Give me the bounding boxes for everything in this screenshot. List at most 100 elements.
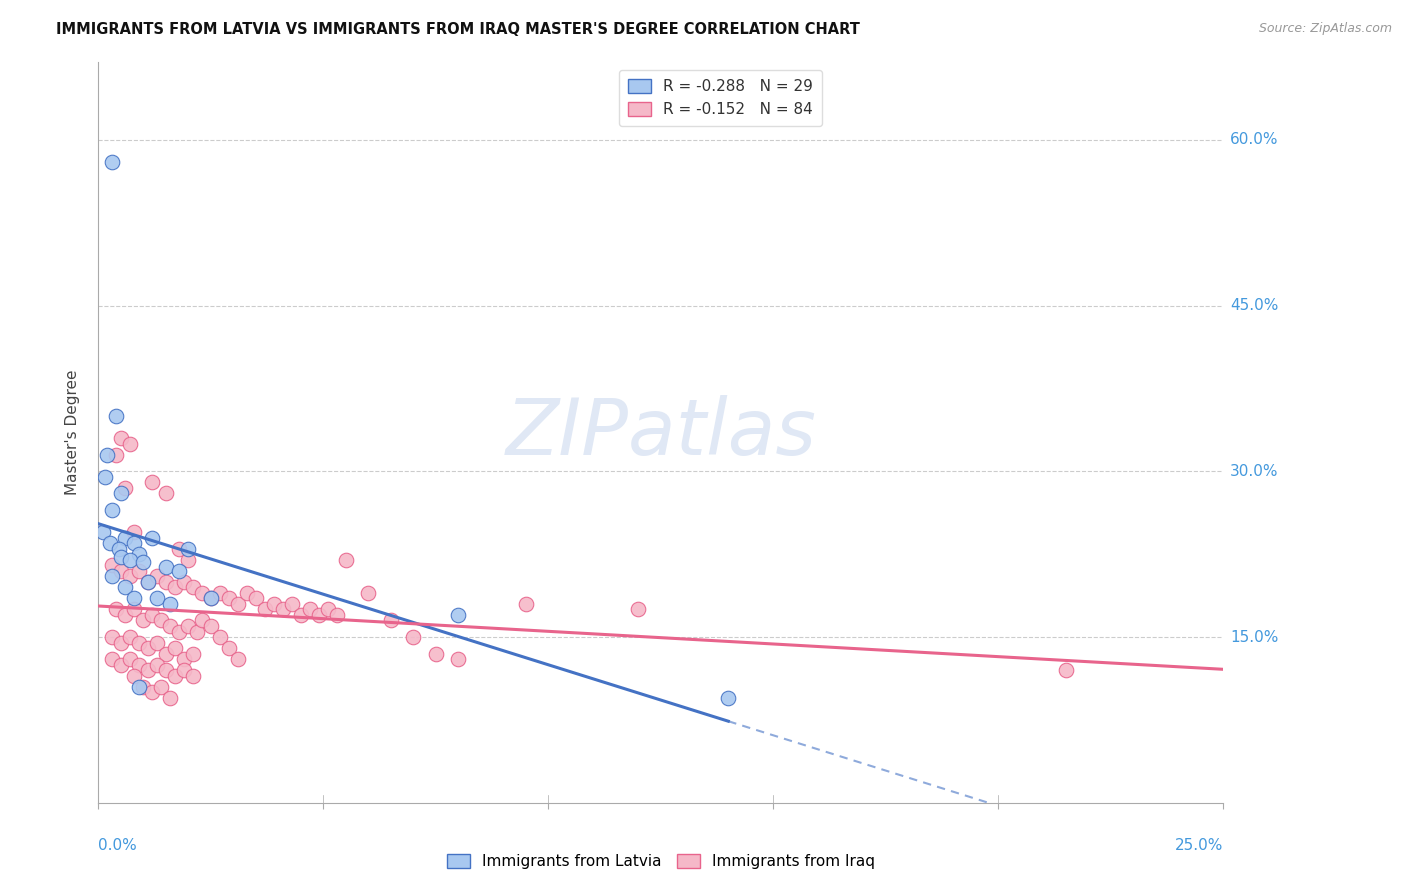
- Point: [146, 591, 169, 606]
- Point: [218, 591, 240, 606]
- Point: [141, 607, 163, 622]
- Point: [191, 614, 214, 628]
- Text: Source: ZipAtlas.com: Source: ZipAtlas.com: [1258, 22, 1392, 36]
- Point: [402, 630, 425, 644]
- Point: [380, 614, 402, 628]
- Point: [627, 602, 650, 616]
- Legend: R = -0.288   N = 29, R = -0.152   N = 84: R = -0.288 N = 29, R = -0.152 N = 84: [619, 70, 823, 126]
- Point: [132, 614, 155, 628]
- Point: [226, 652, 249, 666]
- Point: [136, 574, 159, 589]
- Point: [208, 630, 231, 644]
- Point: [141, 685, 163, 699]
- Point: [98, 536, 121, 550]
- Point: [136, 641, 159, 656]
- Point: [218, 641, 240, 656]
- Point: [128, 547, 150, 561]
- Point: [163, 669, 186, 683]
- Point: [110, 564, 132, 578]
- Point: [159, 619, 181, 633]
- Point: [173, 663, 195, 677]
- Point: [169, 564, 191, 578]
- Point: [118, 652, 141, 666]
- Point: [146, 569, 169, 583]
- Point: [101, 154, 124, 169]
- Point: [173, 574, 195, 589]
- Point: [200, 591, 222, 606]
- Text: IMMIGRANTS FROM LATVIA VS IMMIGRANTS FROM IRAQ MASTER'S DEGREE CORRELATION CHART: IMMIGRANTS FROM LATVIA VS IMMIGRANTS FRO…: [56, 22, 860, 37]
- Point: [316, 602, 339, 616]
- Point: [124, 602, 146, 616]
- Point: [146, 635, 169, 649]
- Point: [186, 624, 208, 639]
- Point: [200, 591, 222, 606]
- Point: [124, 669, 146, 683]
- Text: 15.0%: 15.0%: [1230, 630, 1278, 645]
- Point: [281, 597, 304, 611]
- Point: [110, 635, 132, 649]
- Point: [128, 657, 150, 672]
- Point: [141, 475, 163, 490]
- Point: [101, 569, 124, 583]
- Point: [155, 663, 177, 677]
- Point: [136, 663, 159, 677]
- Point: [245, 591, 267, 606]
- Point: [191, 586, 214, 600]
- Point: [146, 657, 169, 672]
- Point: [181, 647, 204, 661]
- Point: [124, 591, 146, 606]
- Point: [717, 690, 740, 705]
- Point: [114, 481, 136, 495]
- Point: [155, 486, 177, 500]
- Text: ZIPatlas: ZIPatlas: [505, 394, 817, 471]
- Point: [177, 619, 200, 633]
- Point: [105, 602, 128, 616]
- Text: 60.0%: 60.0%: [1230, 132, 1278, 147]
- Point: [128, 564, 150, 578]
- Point: [326, 607, 349, 622]
- Point: [169, 541, 191, 556]
- Point: [308, 607, 330, 622]
- Point: [110, 550, 132, 565]
- Legend: Immigrants from Latvia, Immigrants from Iraq: Immigrants from Latvia, Immigrants from …: [440, 848, 882, 875]
- Point: [110, 657, 132, 672]
- Point: [335, 552, 357, 566]
- Text: 25.0%: 25.0%: [1175, 838, 1223, 854]
- Point: [447, 652, 470, 666]
- Point: [118, 436, 141, 450]
- Point: [159, 690, 181, 705]
- Point: [132, 680, 155, 694]
- Point: [271, 602, 294, 616]
- Point: [163, 580, 186, 594]
- Point: [263, 597, 285, 611]
- Point: [128, 680, 150, 694]
- Point: [136, 574, 159, 589]
- Point: [141, 531, 163, 545]
- Point: [290, 607, 312, 622]
- Point: [173, 652, 195, 666]
- Point: [159, 597, 181, 611]
- Point: [298, 602, 321, 616]
- Point: [200, 619, 222, 633]
- Point: [132, 555, 155, 569]
- Point: [1054, 663, 1077, 677]
- Point: [208, 586, 231, 600]
- Text: 0.0%: 0.0%: [98, 838, 138, 854]
- Point: [105, 409, 128, 423]
- Point: [155, 574, 177, 589]
- Point: [226, 597, 249, 611]
- Point: [425, 647, 447, 661]
- Point: [124, 524, 146, 539]
- Point: [118, 630, 141, 644]
- Point: [114, 531, 136, 545]
- Point: [101, 558, 124, 573]
- Point: [101, 652, 124, 666]
- Point: [118, 569, 141, 583]
- Point: [110, 486, 132, 500]
- Point: [101, 630, 124, 644]
- Point: [236, 586, 259, 600]
- Point: [91, 524, 114, 539]
- Point: [177, 541, 200, 556]
- Text: 30.0%: 30.0%: [1230, 464, 1278, 479]
- Y-axis label: Master's Degree: Master's Degree: [65, 370, 80, 495]
